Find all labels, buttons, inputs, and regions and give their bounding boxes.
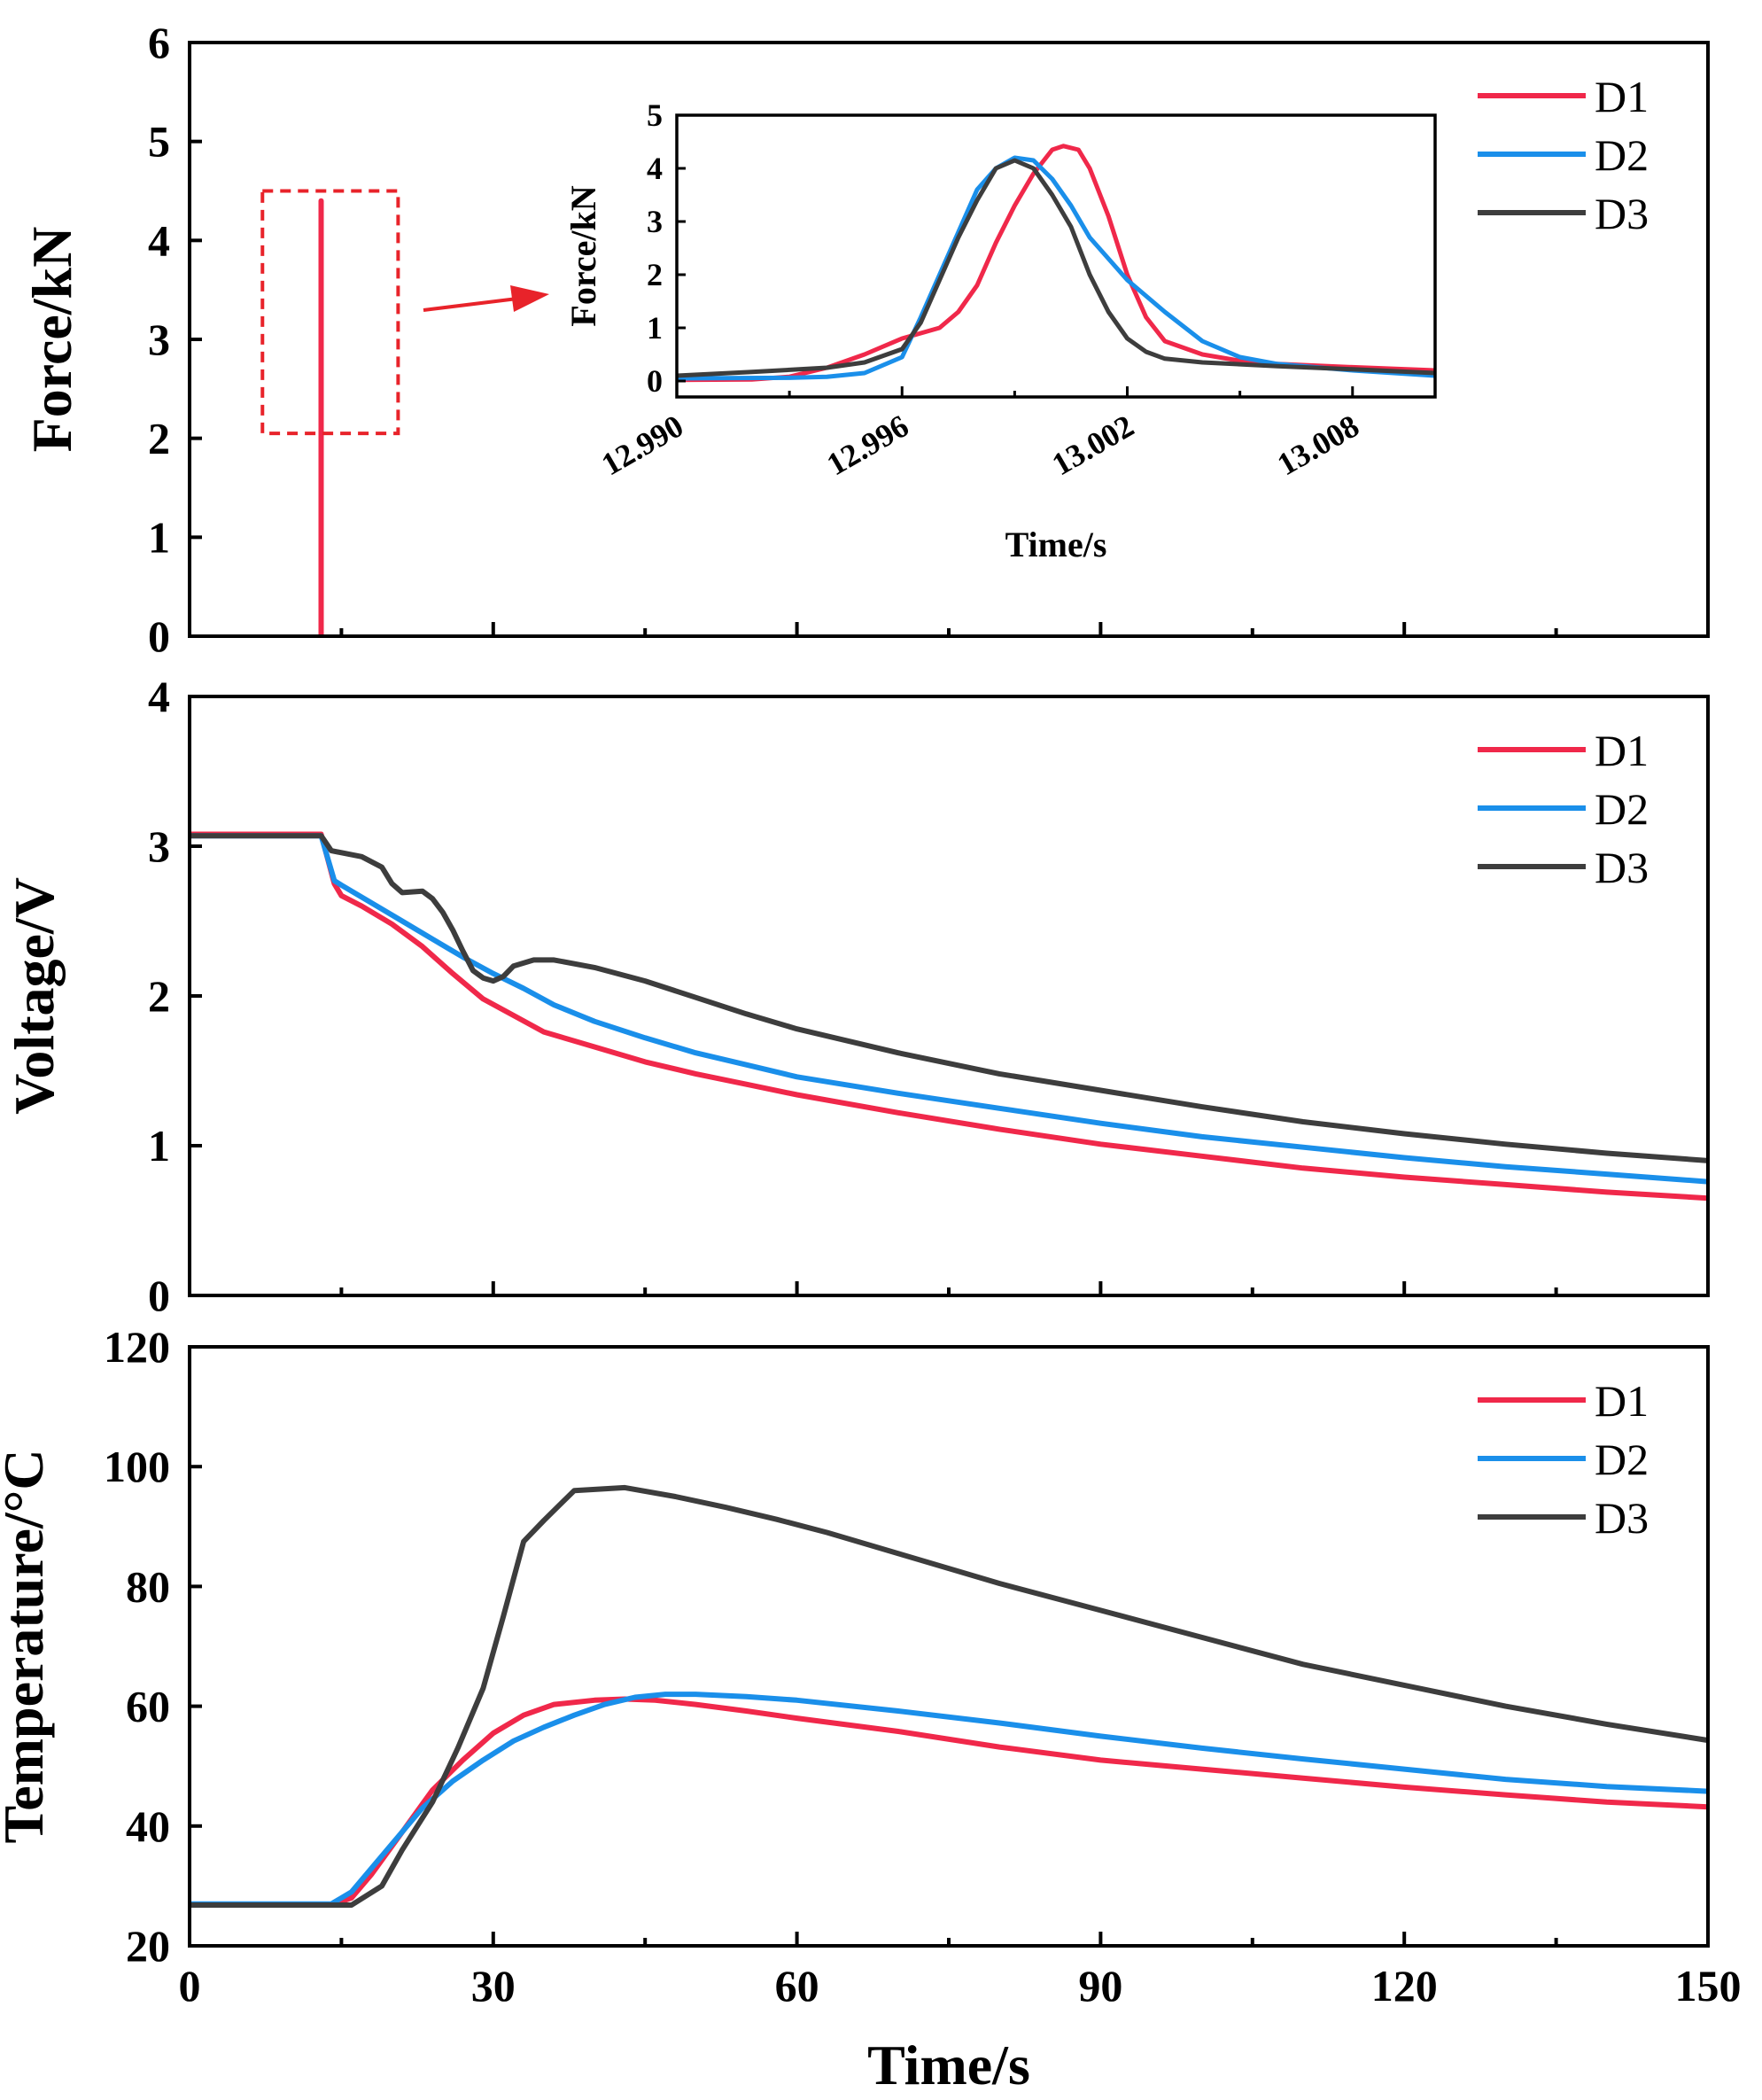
temperature-panel: 20 40 60 80 100 120 0 30 60 90 120 150 Temperature/°…: [0, 1322, 1742, 2096]
legend-label: D2: [1595, 1435, 1649, 1484]
y-tick-label: 80: [126, 1561, 170, 1611]
plot-frame: [188, 41, 1710, 638]
inset-frame: [675, 113, 1437, 399]
legend-label: D1: [1595, 1376, 1649, 1426]
y-tick-label: 1: [148, 512, 170, 562]
legend-label: D3: [1595, 189, 1649, 238]
series-line-d1: [190, 831, 1708, 1202]
inset-x-tick-label: 13.008: [1271, 408, 1365, 482]
inset-series-line-d3: [677, 158, 1435, 378]
y-tick-label: 5: [148, 117, 170, 167]
inset-y-tick-label: 3: [647, 204, 663, 239]
y-tick-label: 3: [148, 821, 170, 871]
y-tick-label: 100: [104, 1442, 170, 1491]
y-tick-label: 3: [148, 315, 170, 364]
force-panel: 0 1 2 3 4 5 6 Force/kN D1 D2 D3 0 1 2 3 4 5 12.990 12.996 1…: [20, 18, 1710, 661]
inset-background: [677, 115, 1435, 397]
plot-frame: [188, 695, 1710, 1297]
x-tick-label: 30: [471, 1961, 516, 2011]
legend-label: D1: [1595, 72, 1649, 121]
y-axis-title: Voltage/V: [3, 877, 66, 1115]
y-tick-label: 40: [126, 1801, 170, 1851]
inset-y-tick-label: 2: [647, 257, 663, 292]
plot-area: [190, 1484, 1708, 1908]
inset-x-axis-title: Time/s: [1005, 525, 1107, 564]
inset-chart: 0 1 2 3 4 5 12.990 12.996 13.002 13.008 Time/s Forc…: [563, 97, 1437, 564]
x-tick-label: 0: [179, 1961, 201, 2011]
series-line-d1: [190, 1696, 1708, 1908]
y-tick-label: 20: [126, 1921, 170, 1971]
legend-label: D1: [1595, 726, 1649, 775]
y-tick-label: 4: [148, 215, 170, 265]
inset-y-tick-label: 4: [647, 151, 663, 186]
zoom-arrow-head: [510, 285, 549, 312]
x-tick-label: 120: [1371, 1961, 1438, 2011]
series-line-d3: [190, 833, 1708, 1163]
inset-x-tick-label: 13.002: [1046, 408, 1140, 482]
inset-y-tick-label: 5: [647, 97, 663, 133]
plot-frame: [188, 1345, 1710, 1948]
x-tick-label: 60: [775, 1961, 819, 2011]
legend-label: D2: [1595, 784, 1649, 834]
x-axis-title: Time/s: [867, 2034, 1030, 2096]
inset-y-axis-title: Force/kN: [563, 185, 603, 326]
y-tick-label: 1: [148, 1121, 170, 1171]
y-tick-label: 6: [148, 18, 170, 67]
inset-y-tick-label: 1: [647, 310, 663, 346]
y-tick-label: 4: [148, 672, 170, 721]
legend: D1 D2 D3: [1478, 726, 1649, 892]
y-tick-label: 0: [148, 1271, 170, 1320]
voltage-panel: 0 1 2 3 4 Voltage/V D1 D2 D3: [3, 672, 1710, 1320]
y-tick-label: 0: [148, 611, 170, 661]
legend: D1 D2 D3: [1478, 72, 1649, 238]
inset-series-line-d2: [677, 155, 1435, 381]
inset-y-tick-label: 0: [647, 363, 663, 399]
series-line-d2: [190, 833, 1708, 1185]
inset-plot-area: [677, 144, 1435, 383]
legend-label: D3: [1595, 843, 1649, 892]
legend: D1 D2 D3: [1478, 1376, 1649, 1543]
y-tick-label: 120: [104, 1322, 170, 1372]
inset-series-line-d1: [677, 144, 1435, 383]
inset-x-tick-label: 12.990: [595, 408, 689, 482]
plot-area: [190, 831, 1708, 1202]
y-tick-label: 2: [148, 414, 170, 463]
y-axis-title: Temperature/°C: [0, 1449, 55, 1843]
x-tick-label: 150: [1675, 1961, 1742, 2011]
legend-label: D2: [1595, 130, 1649, 180]
y-tick-label: 60: [126, 1682, 170, 1731]
series-line-d3: [190, 1484, 1708, 1908]
zoom-box: [260, 189, 400, 436]
y-tick-label: 2: [148, 971, 170, 1021]
x-tick-label: 90: [1078, 1961, 1122, 2011]
inset-x-tick-label: 12.996: [821, 408, 915, 482]
series-line-d2: [190, 1692, 1708, 1907]
legend-label: D3: [1595, 1493, 1649, 1543]
y-axis-title: Force/kN: [20, 227, 83, 453]
zoom-arrow: [423, 297, 518, 312]
